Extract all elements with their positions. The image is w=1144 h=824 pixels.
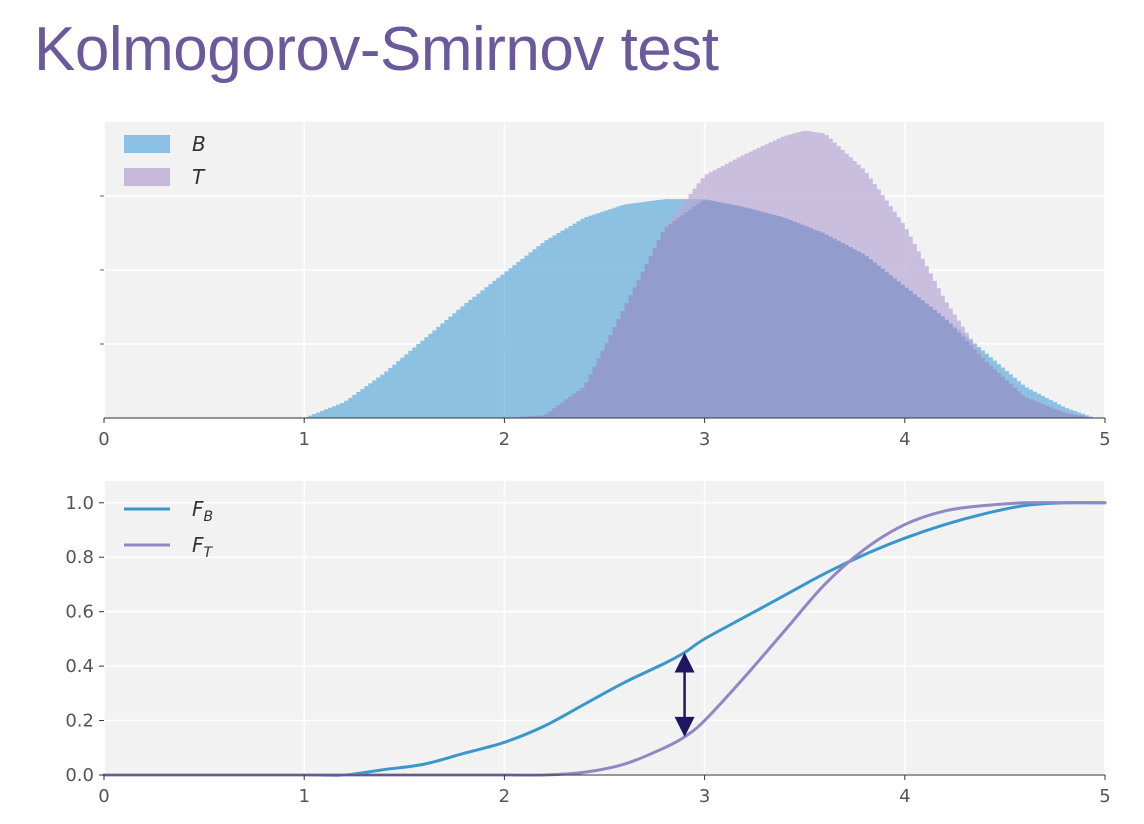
top-series-overlap [304,199,1097,418]
bottom-x-tick-label-5: 5 [1099,786,1110,807]
top-x-tick-label-3: 3 [699,429,710,450]
top-legend-label-B: B [192,132,206,156]
bottom-y-tick-label-1.0: 1.0 [65,493,94,514]
top-legend-label-T: T [192,165,206,189]
bottom-x-tick-label-1: 1 [298,786,309,807]
bottom-series-line-FB [102,501,1107,777]
top-x-tick-label-1: 1 [298,429,309,450]
top-legend-swatch-B [124,135,170,153]
slide-title: Kolmogorov-Smirnov test [34,15,719,84]
bottom-x-tick-label-4: 4 [899,786,910,807]
bottom-y-tick-label-0.6: 0.6 [65,602,94,623]
bottom-y-tick-label-0.2: 0.2 [65,711,94,732]
bottom-legend-subscript-T: T [204,545,214,561]
bottom-y-tick-label-0.4: 0.4 [65,656,94,677]
top-x-tick-label-5: 5 [1099,429,1110,450]
top-x-tick-label-4: 4 [899,429,910,450]
bottom-y-tick-label-0.0: 0.0 [65,765,94,786]
top-legend-swatch-T [124,168,170,186]
bottom-y-tick-label-0.8: 0.8 [65,547,94,568]
top-x-tick-label-0: 0 [98,429,109,450]
bottom-legend-subscript-B: B [204,509,214,525]
top-x-tick-label-2: 2 [499,429,510,450]
bottom-x-tick-label-2: 2 [499,786,510,807]
bottom-x-tick-label-3: 3 [699,786,710,807]
bottom-plot-area [104,481,1105,775]
bottom-x-tick-label-0: 0 [98,786,109,807]
ks-statistic-arrow-head-down [674,716,695,737]
ks-statistic-arrow-head-up [674,652,695,673]
